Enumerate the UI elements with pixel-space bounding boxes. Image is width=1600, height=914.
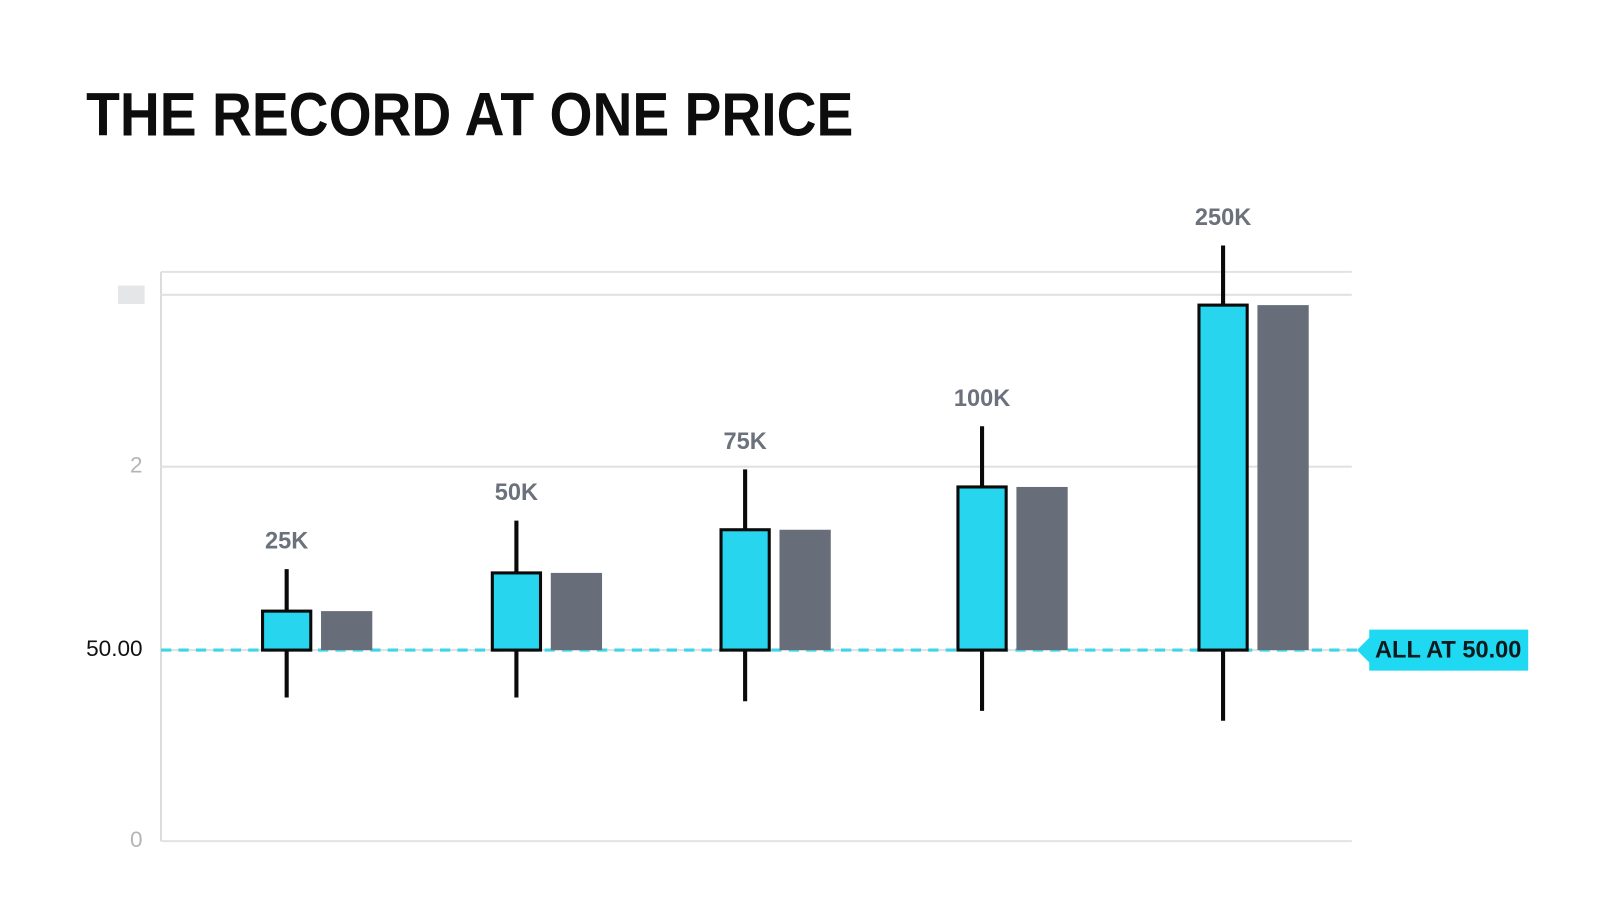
candle-body — [1197, 303, 1249, 652]
volume-label: 250K — [1195, 204, 1251, 230]
volume-label: 100K — [954, 385, 1010, 411]
gray-bar — [779, 529, 831, 651]
volume-label: 50K — [495, 479, 538, 505]
candle-body — [956, 485, 1008, 652]
candle-body — [490, 571, 543, 652]
gray-bar — [321, 611, 373, 651]
y-tick-placeholder — [117, 285, 145, 305]
y-tick-label: 50.00 — [86, 636, 142, 661]
gray-bar — [550, 572, 603, 651]
volume-label: 75K — [723, 428, 766, 454]
volume-label: 25K — [265, 528, 308, 554]
y-tick-label: 0 — [130, 827, 143, 852]
candle-body — [719, 528, 771, 652]
highlight-tag — [1356, 629, 1529, 671]
highlight-label: ALL AT 50.00 — [1375, 636, 1521, 662]
gray-bar — [1257, 305, 1309, 651]
gray-bar — [1016, 486, 1068, 651]
candle-body — [261, 609, 313, 652]
y-tick-label: 2 — [130, 453, 143, 478]
chart-title: THE RECORD AT ONE PRICE — [86, 80, 853, 149]
